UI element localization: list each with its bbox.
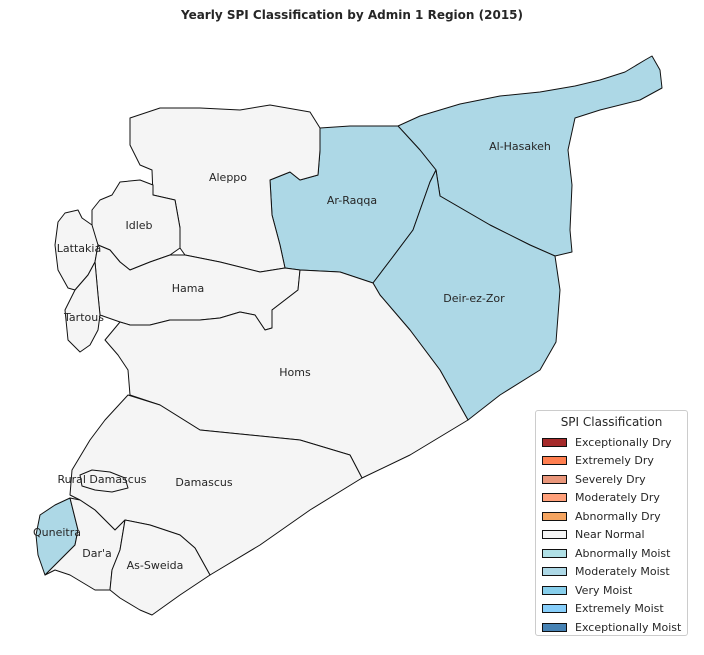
legend-swatch [542, 567, 567, 577]
legend-item: Moderately Dry [536, 489, 687, 508]
legend-swatch [542, 456, 567, 466]
legend-item: Very Moist [536, 581, 687, 600]
legend-swatch [542, 530, 567, 540]
legend: SPI Classification Exceptionally Dry Ext… [535, 410, 688, 636]
label-aleppo: Aleppo [209, 171, 247, 184]
legend-item: Near Normal [536, 526, 687, 545]
legend-title: SPI Classification [560, 415, 663, 429]
legend-swatch [542, 622, 567, 632]
label-tartous: Tartous [63, 311, 104, 324]
legend-item: Extremely Moist [536, 600, 687, 619]
legend-label: Very Moist [575, 583, 633, 597]
label-rural-damascus: Damascus [175, 476, 232, 489]
legend-swatch [542, 604, 567, 614]
map-title: Yearly SPI Classification by Admin 1 Reg… [180, 8, 524, 22]
legend-swatch [542, 474, 567, 484]
region-deir-ez-zor[interactable] [372, 169, 561, 421]
legend-label: Abnormally Moist [575, 546, 671, 560]
legend-item: Abnormally Dry [536, 507, 687, 526]
legend-item: Exceptionally Moist [536, 618, 687, 637]
region-as-sweida[interactable] [109, 519, 211, 616]
legend-item: Severely Dry [536, 470, 687, 489]
legend-item: Abnormally Moist [536, 544, 687, 563]
legend-label: Extremely Dry [575, 454, 654, 468]
legend-label: Severely Dry [575, 472, 646, 486]
region-tartous[interactable] [64, 261, 101, 353]
legend-label: Moderately Dry [575, 491, 660, 505]
region-dara[interactable] [44, 497, 126, 591]
legend-label: Moderately Moist [575, 565, 670, 579]
label-al-hasakeh: Al-Hasakeh [489, 140, 551, 153]
legend-swatch [542, 493, 567, 503]
legend-label: Abnormally Dry [575, 509, 661, 523]
legend-item: Extremely Dry [536, 452, 687, 471]
legend-label: Exceptionally Moist [575, 620, 682, 634]
legend-label: Extremely Moist [575, 602, 664, 616]
label-hama: Hama [172, 282, 204, 295]
legend-item: Exceptionally Dry [536, 433, 687, 452]
label-quneitra: Quneitra [33, 526, 81, 539]
label-lattakia: Lattakia [57, 242, 101, 255]
legend-label: Near Normal [575, 528, 645, 542]
legend-swatch [542, 511, 567, 521]
legend-label: Exceptionally Dry [575, 435, 672, 449]
label-deir-ez-zor: Deir-ez-Zor [443, 292, 505, 305]
label-homs: Homs [279, 366, 311, 379]
legend-swatch [542, 548, 567, 558]
label-as-sweida: As-Sweida [127, 559, 184, 572]
label-damascus: Rural Damascus [57, 473, 146, 486]
label-dara: Dar'a [82, 547, 112, 560]
label-idleb: Idleb [125, 219, 152, 232]
legend-swatch [542, 437, 567, 447]
label-ar-raqqa: Ar-Raqqa [327, 194, 377, 207]
region-damascus[interactable] [79, 469, 129, 493]
legend-items: Exceptionally Dry Extremely Dry Severely… [536, 433, 687, 637]
legend-swatch [542, 585, 567, 595]
legend-item: Moderately Moist [536, 563, 687, 582]
